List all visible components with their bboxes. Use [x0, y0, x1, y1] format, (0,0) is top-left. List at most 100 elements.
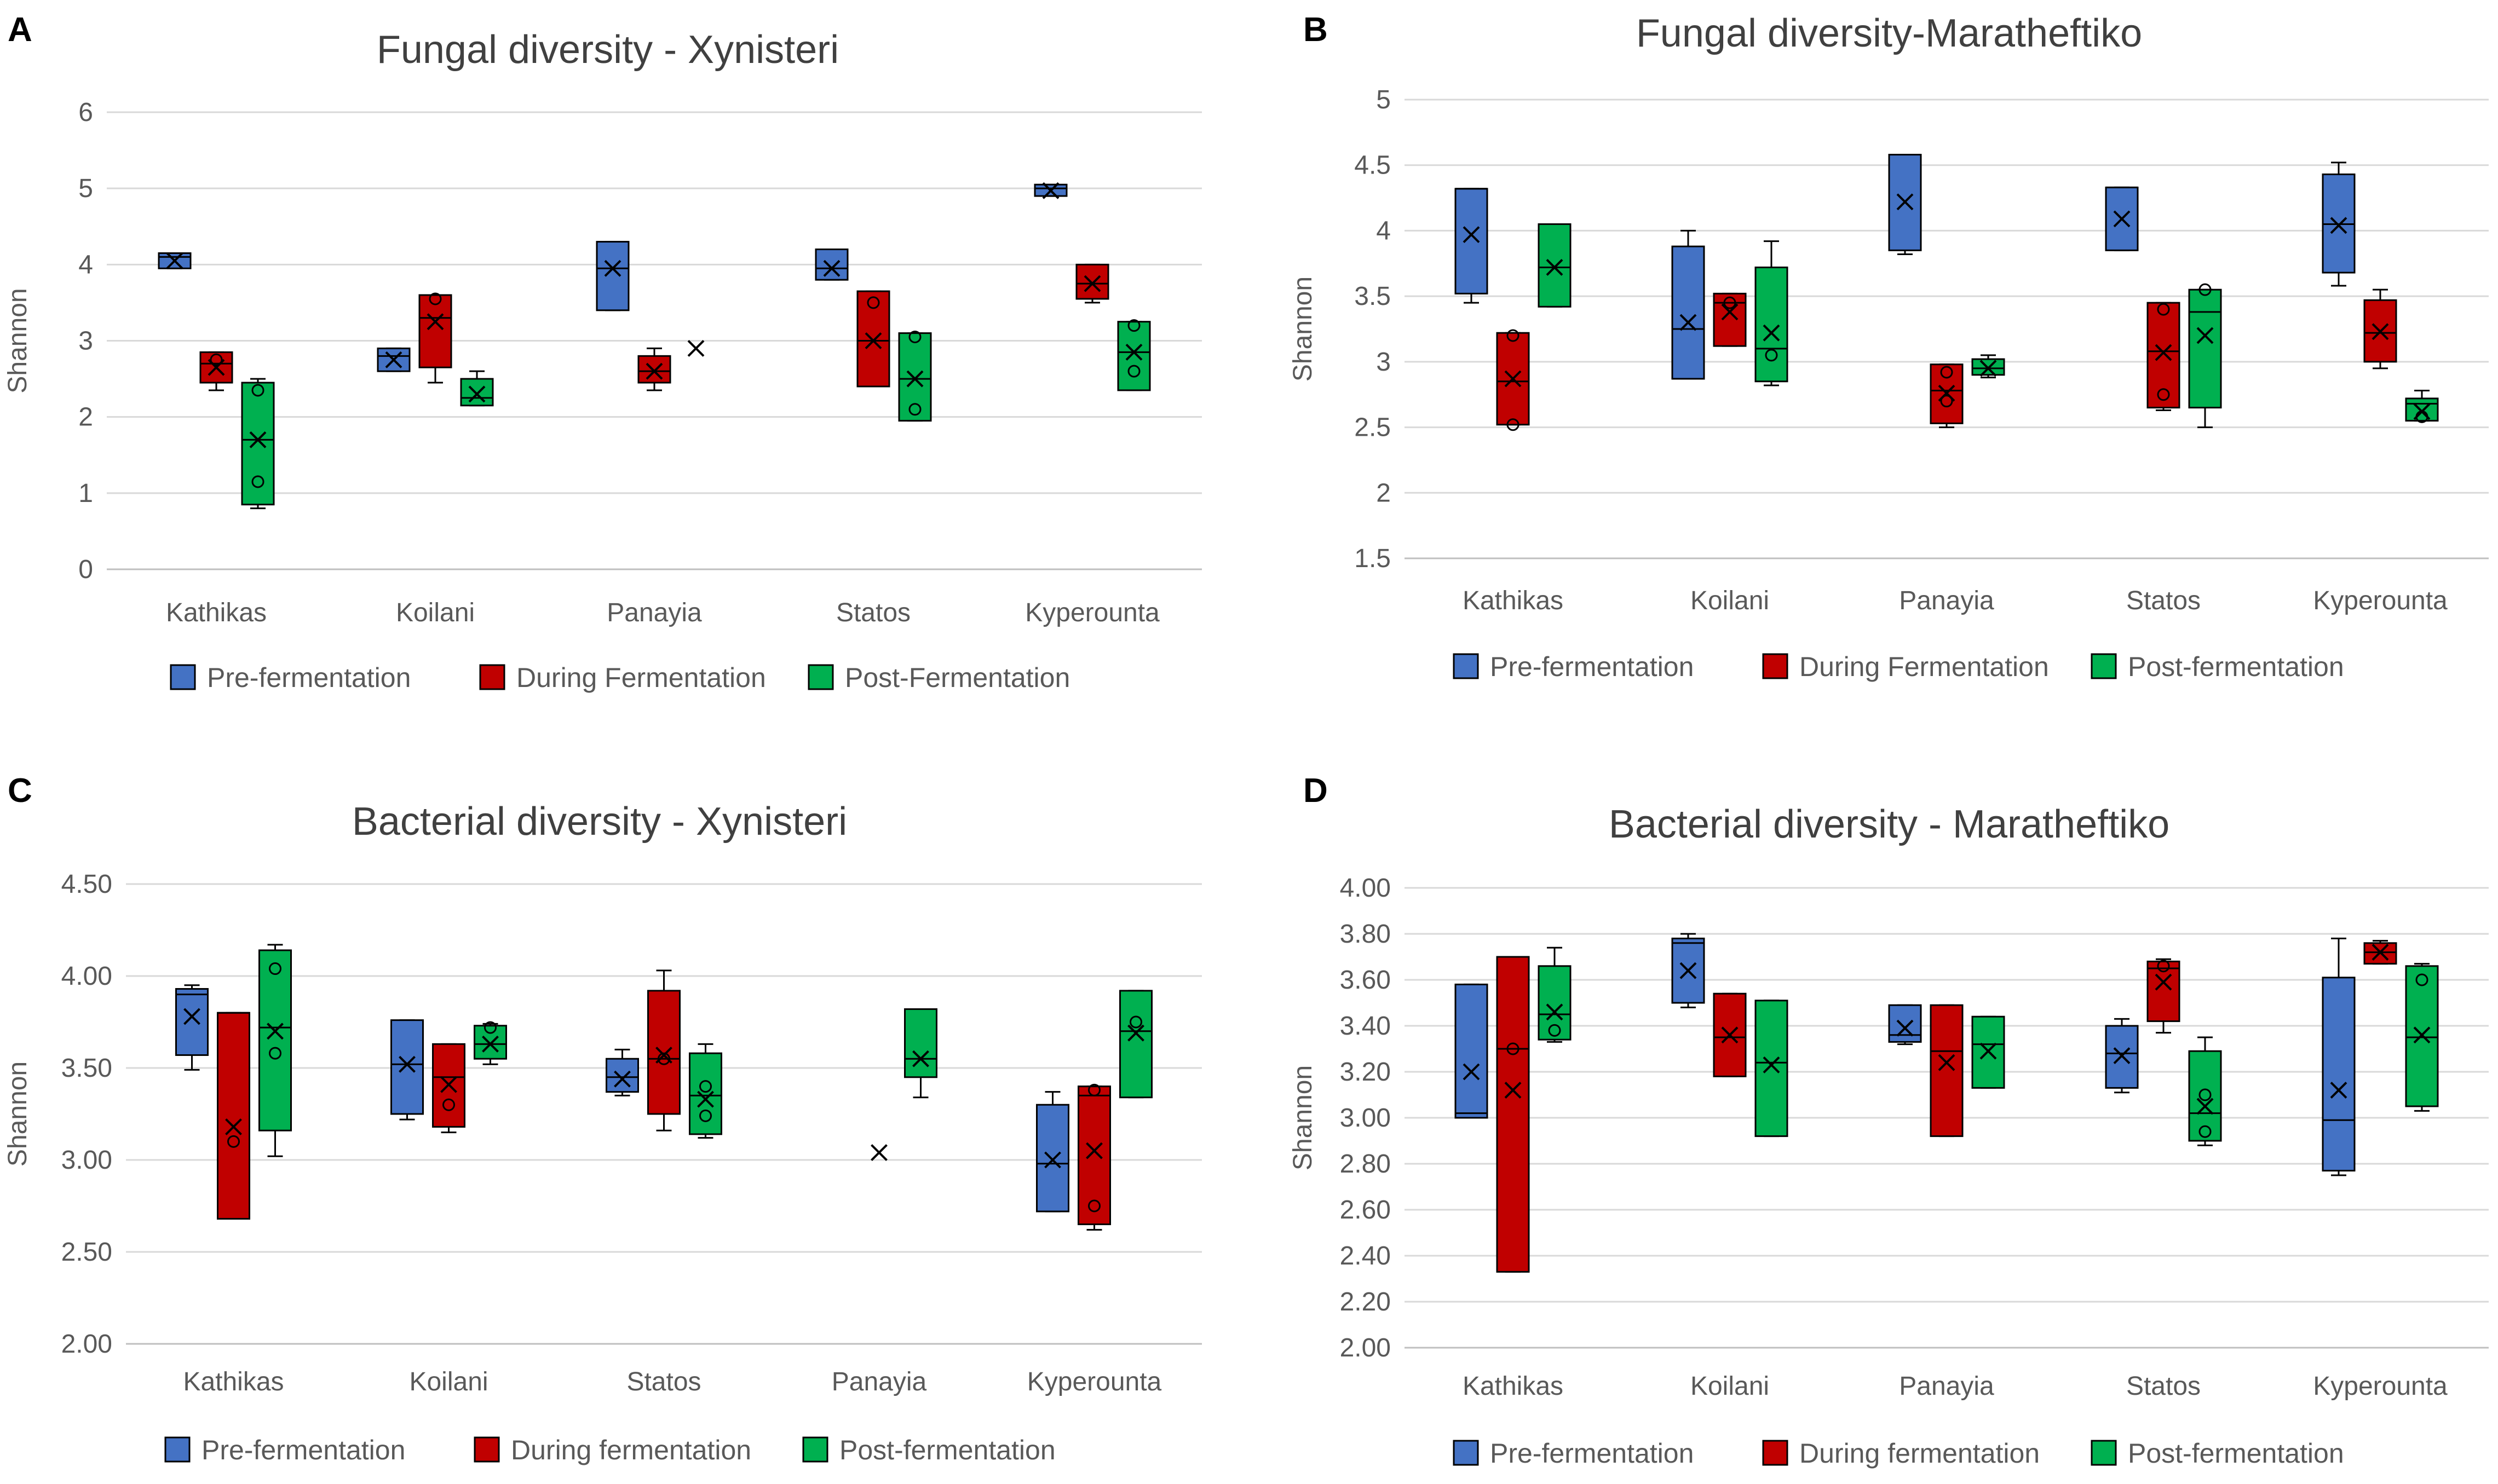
box-pre-fermentation[interactable] [390, 1019, 424, 1121]
box-iqr [2146, 302, 2180, 409]
mean-marker [2372, 944, 2389, 961]
y-tick-label: 0 [78, 555, 93, 584]
box-pre-fermentation[interactable] [2105, 1018, 2139, 1094]
box-pre-fermentation[interactable] [815, 249, 849, 281]
box-post-fermentation[interactable] [2405, 963, 2439, 1112]
legend-label: Pre-fermentation [207, 662, 411, 693]
box-pre-fermentation[interactable] [1034, 182, 1068, 199]
x-category-label: Kyperounta [2313, 1372, 2448, 1401]
box-iqr [637, 355, 671, 384]
box-pre-fermentation[interactable] [1671, 933, 1705, 1008]
legend-item-post[interactable]: Post-fermentation [2091, 651, 2344, 682]
box-during-fermentation[interactable] [2363, 288, 2397, 369]
box-during-fermentation[interactable] [1496, 329, 1530, 431]
box-post-fermentation[interactable] [241, 378, 275, 510]
box-iqr [1036, 1104, 1069, 1212]
box-pre-fermentation[interactable] [158, 252, 192, 269]
legend-item-during[interactable]: During fermentation [474, 1435, 751, 1465]
box-post-fermentation[interactable] [1119, 990, 1153, 1099]
legend-item-during[interactable]: During Fermentation [479, 662, 766, 693]
mean-marker [865, 332, 882, 349]
box-pre-fermentation[interactable] [2322, 937, 2356, 1176]
y-axis-label: Shannon [1288, 1065, 1317, 1170]
box-iqr [1888, 1004, 1922, 1043]
legend-item-pre[interactable]: Pre-fermentation [170, 662, 411, 693]
mean-marker [2113, 1047, 2131, 1065]
legend-item-post[interactable]: Post-fermentation [2091, 1438, 2344, 1469]
box-pre-fermentation[interactable] [1888, 1004, 1922, 1046]
y-axis-label: Shannon [3, 1061, 32, 1167]
box-during-fermentation[interactable] [1078, 1083, 1111, 1231]
box-post-fermentation[interactable] [258, 944, 292, 1157]
box-post-fermentation[interactable] [1538, 223, 1572, 308]
box-iqr [158, 252, 192, 269]
box-pre-fermentation[interactable] [175, 984, 209, 1071]
data-point [1723, 296, 1736, 309]
box-post-fermentation[interactable] [1117, 319, 1151, 391]
box-pre-fermentation[interactable] [1888, 154, 1922, 256]
box-pre-fermentation[interactable] [1454, 983, 1488, 1119]
box-pre-fermentation[interactable] [1036, 1091, 1069, 1212]
data-point [1940, 366, 1953, 379]
box-pre-fermentation[interactable] [606, 1048, 639, 1096]
box-during-fermentation[interactable] [199, 351, 233, 391]
legend: Pre-fermentation During fermentation Post-… [164, 1435, 1056, 1465]
box-during-fermentation[interactable] [432, 1043, 465, 1134]
legend-item-post[interactable]: Post-Fermentation [808, 662, 1070, 693]
box-during-fermentation[interactable] [1496, 956, 1530, 1273]
box-pre-fermentation[interactable] [1671, 229, 1705, 380]
legend-swatch [1453, 1440, 1479, 1466]
box-post-fermentation[interactable] [460, 370, 494, 407]
box-post-fermentation[interactable] [2188, 1036, 2222, 1146]
box-during-fermentation[interactable] [2363, 940, 2397, 965]
box-during-fermentation[interactable] [2146, 302, 2180, 411]
legend-item-pre[interactable]: Pre-fermentation [1453, 651, 1694, 682]
box-during-fermentation[interactable] [647, 969, 681, 1131]
box-during-fermentation[interactable] [217, 1012, 250, 1220]
box-during-fermentation[interactable] [1930, 1004, 1964, 1137]
y-tick-label: 1 [78, 479, 93, 508]
box-post-fermentation[interactable] [687, 340, 705, 357]
mean-marker [2330, 217, 2347, 234]
box-post-fermentation[interactable] [2405, 390, 2439, 423]
box-pre-fermentation[interactable] [2322, 161, 2356, 287]
box-during-fermentation[interactable] [2146, 958, 2180, 1034]
legend-item-during[interactable]: During Fermentation [1762, 651, 2049, 682]
legend-item-pre[interactable]: Pre-fermentation [1453, 1438, 1694, 1469]
box-during-fermentation[interactable] [418, 292, 452, 384]
data-point [699, 1080, 712, 1093]
box-during-fermentation[interactable] [856, 290, 890, 388]
mean-marker [1125, 343, 1143, 361]
y-tick-label: 3.00 [1340, 1104, 1391, 1133]
box-post-fermentation[interactable] [898, 331, 932, 422]
mean-marker [1044, 1151, 1061, 1169]
box-during-fermentation[interactable] [1713, 292, 1747, 347]
box-post-fermentation[interactable] [2188, 283, 2222, 429]
legend-label: Pre-fermentation [202, 1435, 405, 1465]
box-pre-fermentation[interactable] [1454, 188, 1488, 304]
box-post-fermentation[interactable] [474, 1021, 507, 1065]
data-point [1127, 319, 1141, 332]
box-pre-fermentation[interactable] [596, 241, 630, 311]
box-pre-fermentation[interactable] [377, 347, 411, 372]
chart-title: Fungal diversity-Maratheftiko [1636, 11, 2142, 55]
box-post-fermentation[interactable] [689, 1043, 722, 1139]
box-during-fermentation[interactable] [1713, 992, 1747, 1077]
box-during-fermentation[interactable] [637, 347, 671, 391]
box-post-fermentation[interactable] [1754, 240, 1788, 386]
legend-item-pre[interactable]: Pre-fermentation [164, 1435, 405, 1465]
box-during-fermentation[interactable] [1075, 263, 1109, 304]
box-post-fermentation[interactable] [904, 1008, 937, 1099]
box-post-fermentation[interactable] [1971, 1015, 2005, 1089]
legend-item-post[interactable]: Post-fermentation [802, 1435, 1056, 1465]
box-during-fermentation[interactable] [871, 1144, 888, 1161]
x-category-label: Koilani [409, 1367, 488, 1396]
box-during-fermentation[interactable] [1930, 363, 1964, 429]
mean-marker [1546, 1003, 1563, 1021]
box-post-fermentation[interactable] [1971, 354, 2005, 379]
box-pre-fermentation[interactable] [2105, 186, 2139, 251]
box-post-fermentation[interactable] [1754, 1000, 1788, 1137]
mean-marker [823, 259, 841, 277]
legend-item-during[interactable]: During fermentation [1762, 1438, 2040, 1469]
box-post-fermentation[interactable] [1538, 946, 1572, 1043]
